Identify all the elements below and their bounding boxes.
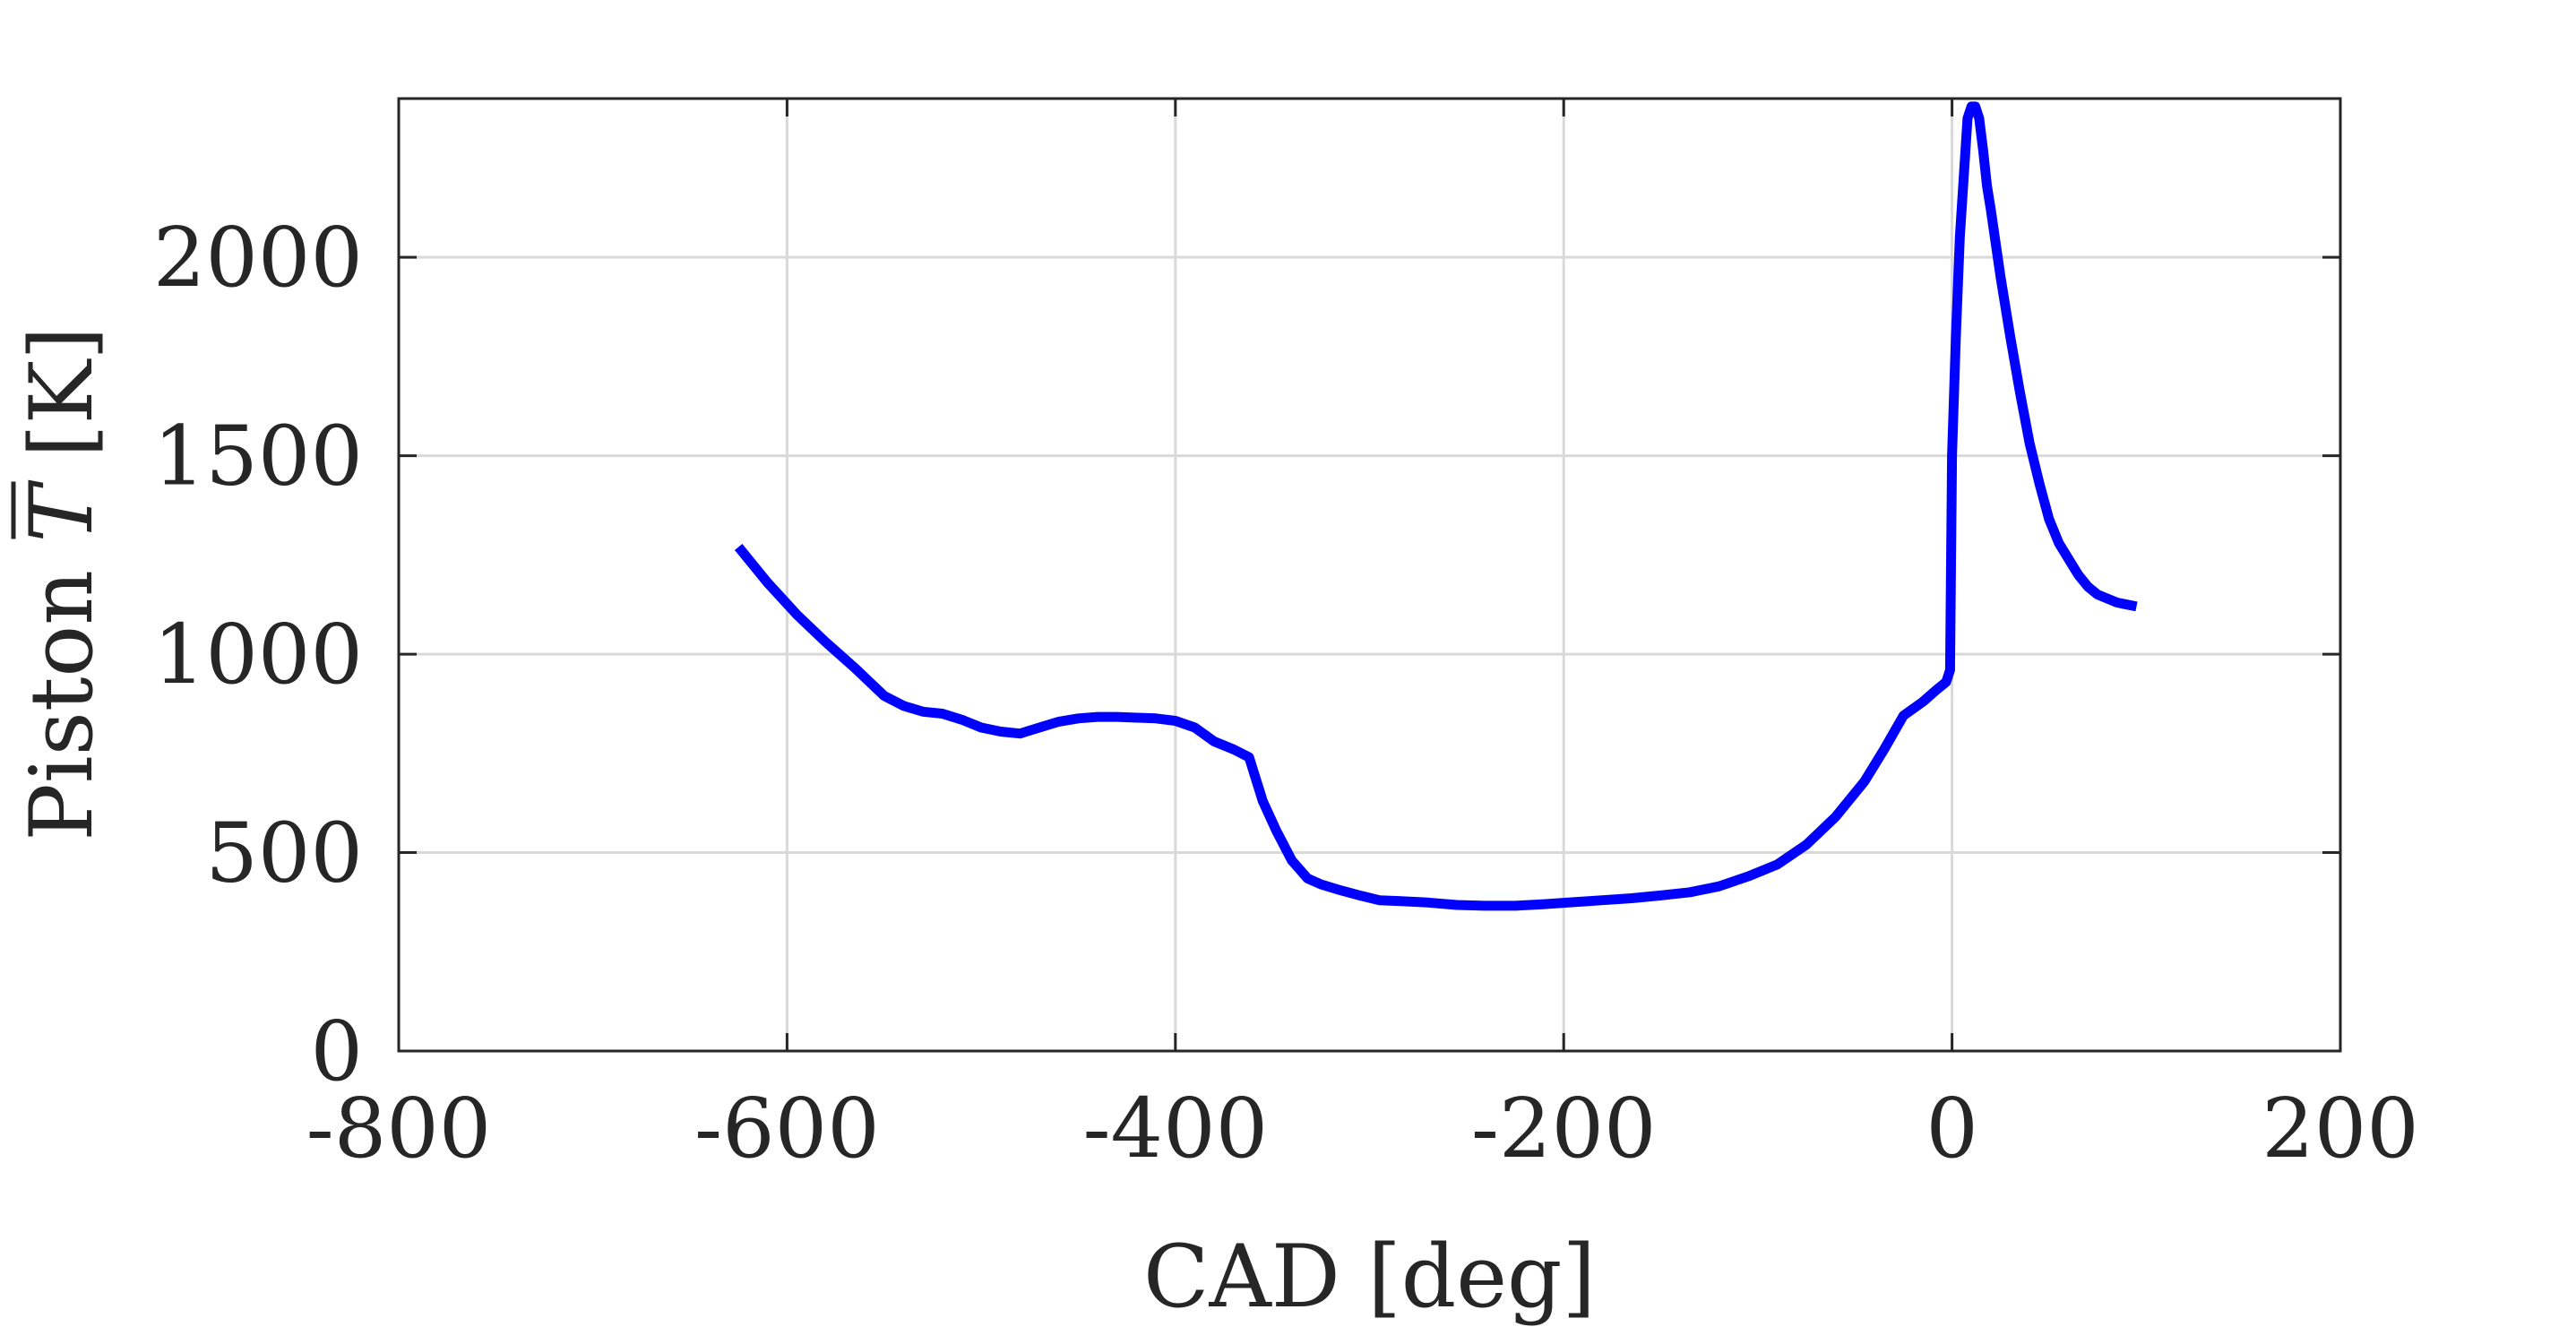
- x-tick-label: -600: [694, 1081, 880, 1176]
- x-tick-label: -800: [306, 1081, 492, 1176]
- grid-lines: [399, 99, 2340, 1051]
- y-tick-labels: 0 500 1000 1500 2000: [153, 210, 363, 1099]
- x-tick-label: 0: [1926, 1081, 1978, 1176]
- x-axis-label: CAD [deg]: [1143, 1227, 1596, 1327]
- y-tick-label: 0: [310, 1004, 363, 1099]
- x-tick-label: -200: [1471, 1081, 1657, 1176]
- x-tick-label: 200: [2262, 1081, 2419, 1176]
- y-tick-label: 1500: [153, 409, 363, 504]
- y-axis-label-suffix: [K]: [12, 326, 112, 485]
- x-tick-label: -400: [1082, 1081, 1268, 1176]
- plot-frame: [397, 97, 2342, 1053]
- series-line: [734, 101, 2138, 911]
- tick-marks: [397, 99, 2342, 1053]
- y-axis-label-prefix: Piston: [12, 542, 112, 840]
- y-tick-label: 2000: [153, 210, 363, 306]
- y-tick-label: 1000: [153, 607, 363, 702]
- y-axis-label-symbol: T: [12, 479, 112, 542]
- y-axis-label: Piston T [K]: [12, 326, 112, 840]
- y-tick-label: 500: [205, 806, 363, 901]
- x-tick-labels: -800 -600 -400 -200 0 200: [306, 1081, 2419, 1176]
- data-line-group: [734, 101, 2138, 911]
